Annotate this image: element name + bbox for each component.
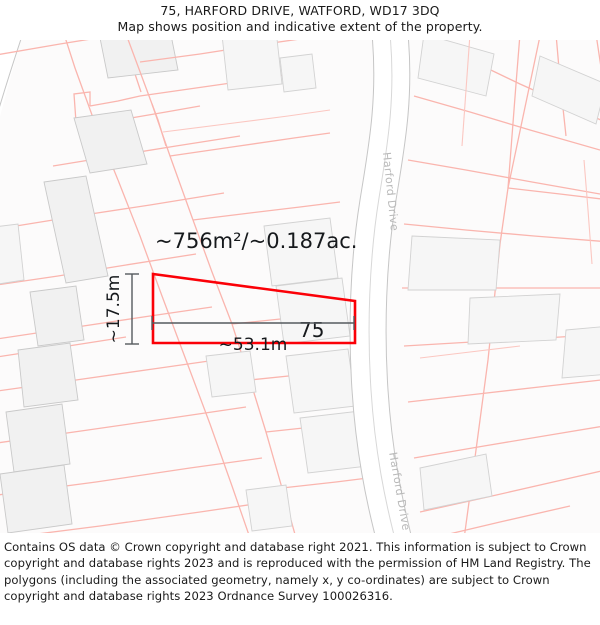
buildings-centre	[205, 40, 369, 532]
road-harford-drive: Harford Drive Harford Drive	[349, 40, 413, 533]
area-annotation: ~756m²/~0.187ac.	[155, 229, 357, 253]
page-title: 75, HARFORD DRIVE, WATFORD, WD17 3DQ	[160, 3, 440, 18]
attribution-text: Contains OS data © Crown copyright and d…	[4, 540, 591, 604]
buildings-left	[0, 40, 179, 533]
subject-property-outline[interactable]	[151, 272, 357, 345]
area-label: ~756m²/~0.187ac.	[155, 229, 357, 253]
width-label: ~53.1m	[219, 335, 288, 355]
width-dimension: ~53.1m	[151, 316, 355, 355]
depth-dimension: ~17.5m	[104, 273, 139, 345]
map-attribution-footer: Contains OS data © Crown copyright and d…	[0, 536, 600, 625]
depth-label: ~17.5m	[104, 275, 124, 344]
parcel-lines-right-faint	[419, 40, 593, 359]
page-subtitle: Map shows position and indicative extent…	[117, 19, 483, 34]
map-header: 75, HARFORD DRIVE, WATFORD, WD17 3DQ Map…	[0, 0, 600, 40]
plot-number-label: 75	[299, 318, 324, 342]
buildings-right	[407, 40, 600, 511]
map-canvas[interactable]: Harford Drive Harford Drive	[0, 40, 600, 533]
